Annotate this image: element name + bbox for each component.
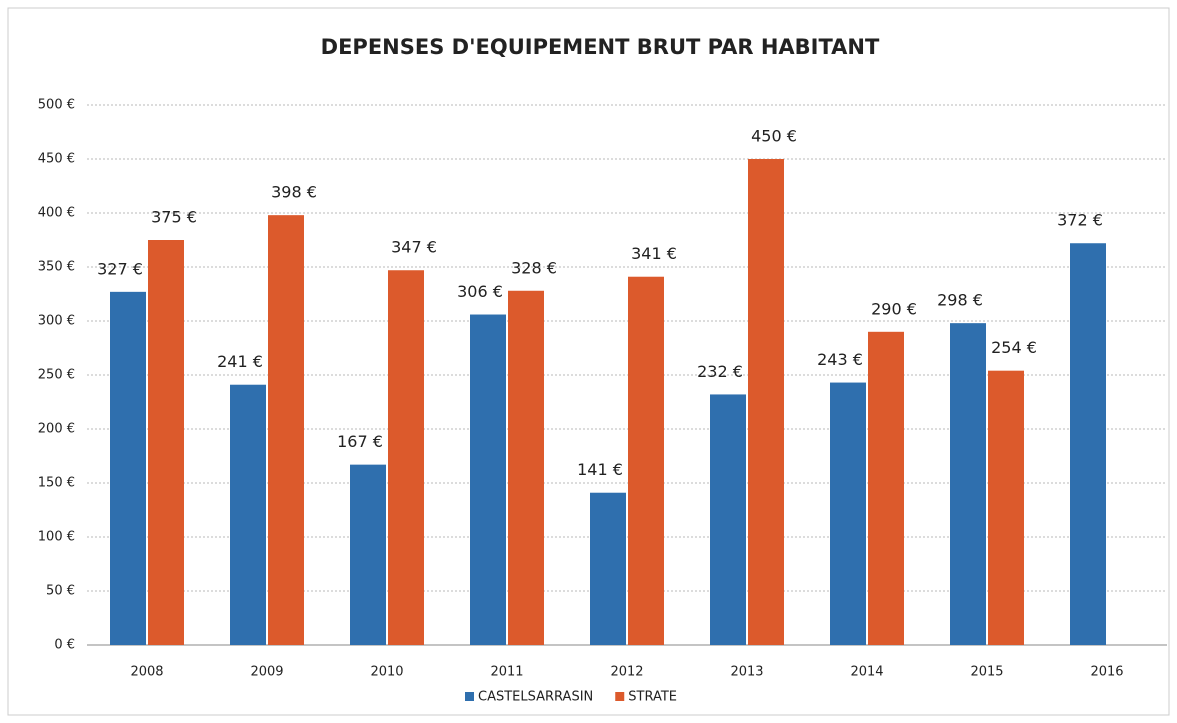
x-tick-label: 2010 <box>370 665 403 680</box>
y-tick-label: 100 € <box>38 530 75 545</box>
x-tick-label: 2014 <box>850 665 883 680</box>
bar <box>950 323 986 645</box>
bar <box>868 331 904 645</box>
chart-title: DEPENSES D'EQUIPEMENT BRUT PAR HABITANT <box>321 35 880 59</box>
y-tick-label: 250 € <box>38 368 75 383</box>
legend-swatch <box>615 692 625 701</box>
bar <box>590 492 626 645</box>
x-tick-label: 2015 <box>970 665 1003 680</box>
y-tick-label: 450 € <box>38 152 75 167</box>
data-label: 243 € <box>817 350 863 369</box>
legend-label: CASTELSARRASIN <box>478 690 593 705</box>
bar <box>268 215 304 645</box>
y-tick-label: 500 € <box>38 98 75 113</box>
bar <box>748 159 784 645</box>
data-label: 450 € <box>751 127 797 146</box>
legend-label: STRATE <box>628 690 677 705</box>
bar <box>110 291 146 645</box>
x-tick-label: 2008 <box>130 665 163 680</box>
y-tick-label: 50 € <box>46 584 75 599</box>
bar <box>230 384 266 645</box>
data-label: 141 € <box>577 460 623 479</box>
bar <box>1070 243 1106 646</box>
x-tick-label: 2013 <box>730 665 763 680</box>
data-label: 254 € <box>991 338 1037 357</box>
data-label: 241 € <box>217 352 263 371</box>
data-label: 290 € <box>871 299 917 318</box>
chart-frame <box>7 7 1170 716</box>
x-tick-label: 2012 <box>610 665 643 680</box>
bar <box>988 370 1024 645</box>
data-label: 298 € <box>937 291 983 310</box>
y-tick-label: 200 € <box>38 422 75 437</box>
bar <box>388 270 424 645</box>
data-label: 328 € <box>511 258 557 277</box>
x-tick-label: 2011 <box>490 665 523 680</box>
legend-swatch <box>465 692 474 701</box>
y-tick-label: 150 € <box>38 476 75 491</box>
data-label: 372 € <box>1057 211 1103 230</box>
data-label: 167 € <box>337 432 383 451</box>
y-tick-label: 300 € <box>38 314 75 329</box>
x-tick-label: 2016 <box>1090 665 1123 680</box>
bar <box>508 290 544 645</box>
bar <box>710 394 746 645</box>
y-tick-label: 0 € <box>54 638 75 653</box>
data-label: 375 € <box>151 208 197 227</box>
bar <box>148 240 184 645</box>
data-label: 341 € <box>631 244 677 263</box>
data-label: 347 € <box>391 238 437 257</box>
bar <box>350 464 386 645</box>
data-label: 398 € <box>271 183 317 202</box>
bar <box>470 314 506 645</box>
data-label: 306 € <box>457 282 503 301</box>
bar <box>628 276 664 645</box>
data-label: 327 € <box>97 259 143 278</box>
y-tick-label: 350 € <box>38 260 75 275</box>
data-label: 232 € <box>697 362 743 381</box>
bar <box>830 382 866 645</box>
y-tick-label: 400 € <box>38 206 75 221</box>
x-tick-label: 2009 <box>250 665 283 680</box>
